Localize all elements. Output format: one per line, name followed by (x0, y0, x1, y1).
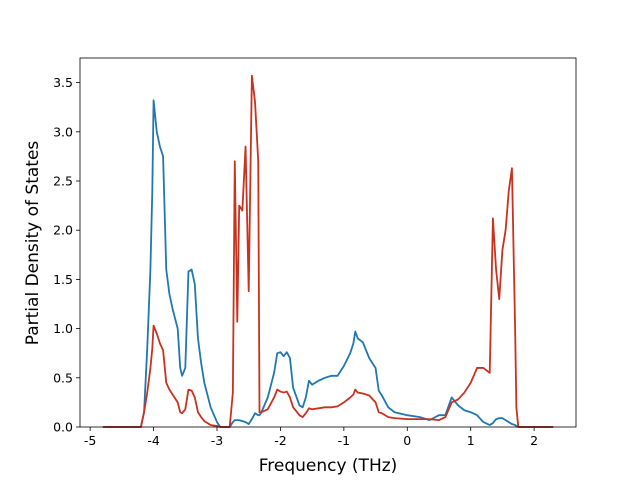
y-tick-label: 0.5 (53, 370, 73, 385)
y-axis-label: Partial Density of States (23, 141, 43, 346)
x-tick-label: 1 (467, 433, 475, 448)
plot-frame (79, 57, 577, 428)
x-tick-label: -4 (147, 433, 160, 448)
y-tick-label: 1.5 (53, 272, 73, 287)
y-tick-label: 3.5 (53, 75, 73, 90)
x-axis-label: Frequency (THz) (259, 456, 398, 476)
x-tick-label: -5 (84, 433, 96, 448)
x-tick-label: -3 (211, 433, 223, 448)
x-tick-label: -2 (274, 433, 286, 448)
line-series (102, 74, 554, 428)
y-tick-label: 3.0 (53, 124, 73, 139)
x-tick-label: 2 (530, 433, 538, 448)
x-tick-label: 0 (403, 433, 411, 448)
y-tick-label: 2.5 (53, 174, 73, 189)
y-tick-label: 0.0 (53, 420, 73, 435)
x-tick-label: -1 (338, 433, 350, 448)
y-tick-label: 1.0 (53, 321, 73, 336)
line-series (102, 99, 554, 428)
y-tick-label: 2.0 (53, 223, 73, 238)
